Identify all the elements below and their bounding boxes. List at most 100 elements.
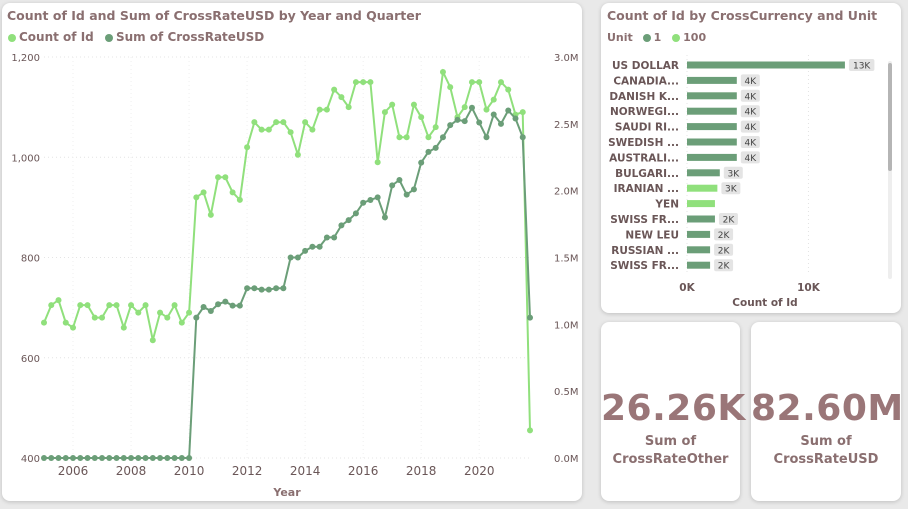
bar-chart-scrollbar-thumb[interactable] bbox=[888, 63, 892, 171]
data-point bbox=[244, 285, 251, 292]
legend-item-count-of-id[interactable]: Count of Id bbox=[8, 30, 94, 44]
data-point bbox=[403, 134, 410, 141]
series-line-count-of-id bbox=[43, 68, 531, 431]
data-point bbox=[207, 307, 214, 314]
bar bbox=[687, 246, 711, 254]
data-point bbox=[62, 319, 69, 326]
data-point bbox=[77, 455, 84, 461]
data-point bbox=[323, 234, 330, 241]
bar-data-label-bg bbox=[723, 166, 743, 179]
data-point bbox=[41, 319, 47, 326]
data-point bbox=[512, 115, 519, 122]
data-point bbox=[367, 197, 374, 204]
data-point bbox=[120, 324, 127, 331]
data-point bbox=[106, 302, 113, 309]
bar-category-label: US DOLLAR bbox=[612, 60, 679, 72]
data-point bbox=[410, 101, 417, 108]
x-tick-label: 2016 bbox=[348, 464, 379, 478]
y-left-tick-label: 600 bbox=[21, 354, 40, 365]
bar-data-label: 13K bbox=[853, 62, 871, 72]
bar-legend-title: Unit bbox=[607, 31, 633, 44]
line-chart-title: Count of Id and Sum of CrossRateUSD by Y… bbox=[7, 8, 421, 23]
x-tick-label: 2014 bbox=[290, 464, 321, 478]
bar bbox=[687, 61, 845, 69]
data-point bbox=[265, 286, 272, 293]
data-point bbox=[149, 337, 156, 344]
bar-chart-card[interactable]: Count of Id by CrossCurrency and Unit Un… bbox=[601, 3, 901, 313]
data-point bbox=[265, 126, 272, 133]
bar bbox=[687, 200, 715, 208]
data-point bbox=[309, 126, 316, 133]
bar-category-label: NORWEGI... bbox=[610, 106, 679, 118]
bar bbox=[687, 184, 718, 192]
data-point bbox=[389, 101, 396, 108]
bar-legend-dot-unit-100 bbox=[672, 34, 681, 42]
bar-data-label-bg bbox=[740, 120, 760, 133]
y-right-tick-label: 2.5M bbox=[554, 120, 579, 131]
bar-data-label-bg bbox=[740, 151, 760, 164]
line-chart-plot[interactable]: 400 600 800 1,000 1,200 0.0M 0.5M 1.0M 1.5M 2.0M 2… bbox=[2, 3, 582, 501]
data-point bbox=[273, 285, 280, 292]
bar bbox=[687, 261, 711, 269]
y-left-tick-label: 800 bbox=[21, 254, 40, 265]
data-point bbox=[468, 104, 475, 111]
x-tick-label: 2008 bbox=[116, 464, 147, 478]
data-point bbox=[432, 124, 439, 131]
x-axis-title: Year bbox=[272, 486, 301, 499]
data-point bbox=[345, 104, 352, 111]
line-chart-card[interactable]: Count of Id and Sum of CrossRateUSD by Y… bbox=[2, 3, 582, 501]
bar-legend-item-unit-1[interactable]: 1 bbox=[642, 31, 662, 44]
data-point bbox=[164, 314, 171, 321]
data-point bbox=[338, 222, 345, 229]
bar-category-label: NEW LEU bbox=[625, 229, 679, 241]
data-point bbox=[157, 455, 164, 461]
line-chart-legend: Count of Id Sum of CrossRateUSD bbox=[8, 30, 271, 44]
data-point bbox=[519, 109, 526, 116]
bar-category-label: RUSSIAN ... bbox=[611, 245, 679, 257]
data-point bbox=[55, 455, 62, 461]
data-point bbox=[381, 214, 388, 221]
bar-legend-item-unit-100[interactable]: 100 bbox=[672, 31, 706, 44]
data-point bbox=[157, 309, 164, 316]
data-point bbox=[178, 319, 185, 326]
y-right-tick-label: 2.0M bbox=[554, 187, 579, 198]
data-point bbox=[447, 122, 454, 129]
data-point bbox=[309, 243, 316, 250]
data-point bbox=[70, 324, 77, 331]
bar-chart-scrollbar[interactable] bbox=[888, 61, 892, 279]
data-point bbox=[439, 69, 446, 76]
kpi-label-crossrateother: Sum of CrossRateOther bbox=[601, 433, 740, 469]
data-point bbox=[476, 119, 483, 126]
data-point bbox=[142, 455, 149, 461]
data-point bbox=[200, 303, 207, 310]
data-point bbox=[77, 302, 84, 309]
data-point bbox=[454, 116, 461, 123]
kpi-card-crossrateusd[interactable]: 82.60M Sum of CrossRateUSD bbox=[751, 322, 904, 501]
bar-category-label: DANISH K... bbox=[609, 91, 679, 103]
series-line-sum-crossrateusd bbox=[44, 105, 531, 459]
bar-data-label-bg bbox=[740, 105, 760, 118]
data-point bbox=[135, 309, 142, 316]
data-point bbox=[207, 211, 214, 218]
data-point bbox=[171, 455, 178, 461]
data-point bbox=[99, 455, 106, 461]
data-point bbox=[171, 302, 178, 309]
bar-legend-label-unit-1: 1 bbox=[653, 31, 662, 44]
data-point bbox=[178, 455, 185, 461]
x-tick-label: 2020 bbox=[464, 464, 495, 478]
y-left-tick-label: 1,000 bbox=[11, 153, 40, 164]
bar-data-label-bg bbox=[740, 136, 760, 148]
legend-dot-count-of-id bbox=[8, 33, 16, 42]
data-point bbox=[331, 86, 338, 93]
kpi-card-crossrateother[interactable]: 26.26K Sum of CrossRateOther bbox=[601, 322, 745, 501]
kpi-value-crossrateusd: 82.60M bbox=[751, 388, 904, 429]
data-point bbox=[505, 107, 512, 114]
legend-item-sum-crossrateusd[interactable]: Sum of CrossRateUSD bbox=[104, 30, 264, 44]
y-left-tick-label: 1,200 bbox=[11, 53, 40, 64]
data-point bbox=[128, 302, 135, 309]
x-tick-label: 2018 bbox=[406, 464, 437, 478]
data-point bbox=[345, 217, 352, 224]
data-point bbox=[258, 126, 265, 133]
data-point bbox=[120, 455, 127, 461]
